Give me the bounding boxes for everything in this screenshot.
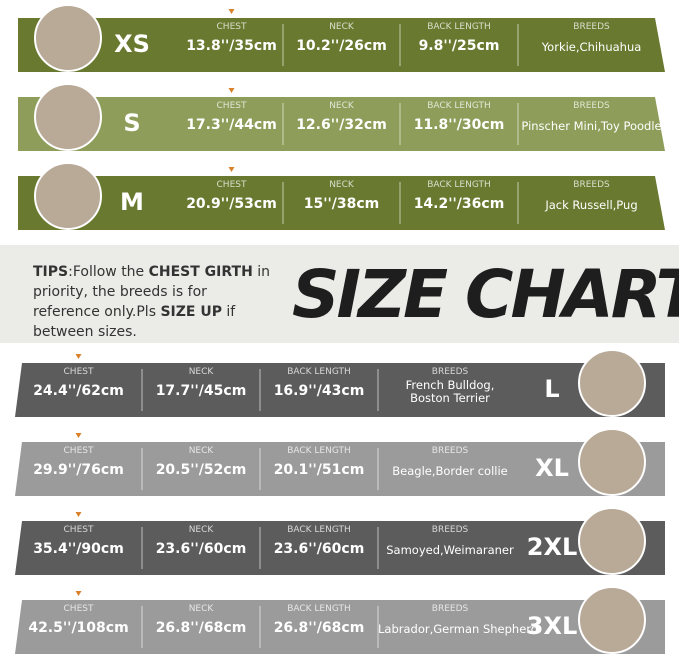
- breeds: Labrador,German Shepherd: [378, 621, 539, 636]
- back_length: 16.9''/43cm: [273, 383, 365, 399]
- size-label: S: [123, 109, 141, 137]
- marker: [75, 433, 82, 438]
- column-header: NECK: [188, 525, 214, 535]
- dog-photo: [578, 349, 646, 417]
- column-header: BREEDS: [573, 101, 610, 111]
- dog-photo: [578, 586, 646, 654]
- column-header: CHEST: [63, 604, 94, 614]
- row-band: [18, 97, 665, 151]
- size-label: L: [544, 375, 560, 403]
- back_length: 26.8''/68cm: [273, 620, 365, 636]
- dog-photo: [34, 162, 102, 230]
- tips-segment: CHEST GIRTH: [148, 264, 253, 280]
- column-header: BREEDS: [431, 446, 469, 456]
- dog-photo: [578, 428, 646, 496]
- tips-segment: if between sizes.: [33, 304, 236, 340]
- marker: [228, 9, 235, 14]
- back_length: 20.1''/51cm: [273, 462, 365, 478]
- marker: [75, 354, 82, 359]
- tips-segment: in priority, the breeds is for reference…: [33, 264, 271, 320]
- title: SIZE CHART: [292, 256, 679, 333]
- tips-segment: :Follow the: [68, 264, 149, 280]
- chest: 13.8''/35cm: [186, 38, 277, 54]
- size-label: XL: [535, 454, 569, 482]
- row-band: [18, 176, 665, 230]
- back_length: 23.6''/60cm: [273, 541, 365, 557]
- marker: [75, 512, 82, 517]
- neck: 26.8''/68cm: [155, 620, 247, 636]
- column-header: CHEST: [63, 367, 94, 377]
- neck: 20.5''/52cm: [155, 462, 247, 478]
- column-header: BREEDS: [573, 22, 610, 32]
- neck: 17.7''/45cm: [155, 383, 247, 399]
- back_length: 14.2''/36cm: [413, 196, 505, 212]
- neck: 15''/38cm: [303, 196, 380, 212]
- marker: [75, 591, 82, 596]
- tips-segment: SIZE UP: [160, 304, 222, 320]
- row-band: [18, 18, 665, 72]
- dog-photo: [34, 4, 102, 72]
- chest: 20.9''/53cm: [186, 196, 277, 212]
- column-header: NECK: [329, 101, 354, 111]
- size-label: 3XL: [526, 612, 578, 640]
- chest: 29.9''/76cm: [33, 462, 124, 478]
- column-header: BACK LENGTH: [287, 367, 351, 377]
- breeds: Yorkie,Chihuahua: [541, 39, 642, 54]
- breeds: Beagle,Border collie: [392, 463, 508, 478]
- breeds: Pinscher Mini,Toy Poodle: [521, 118, 662, 133]
- row-band: [15, 521, 665, 575]
- neck: 12.6''/32cm: [296, 117, 387, 133]
- column-header: NECK: [188, 446, 214, 456]
- column-header: BACK LENGTH: [427, 101, 491, 111]
- breeds: French Bulldog,: [405, 378, 495, 392]
- neck: 23.6''/60cm: [155, 541, 247, 557]
- column-header: BREEDS: [431, 525, 469, 535]
- column-header: BACK LENGTH: [427, 22, 491, 32]
- tips-panel: [0, 245, 679, 343]
- size-label: XS: [114, 30, 150, 58]
- column-header: CHEST: [63, 446, 94, 456]
- breeds: Jack Russell,Pug: [545, 197, 638, 212]
- row-band: [15, 600, 665, 654]
- column-header: BACK LENGTH: [287, 604, 351, 614]
- breeds: Boston Terrier: [410, 391, 490, 405]
- size-label: M: [120, 188, 144, 216]
- tips: TIPS:Follow the CHEST GIRTH in priority,…: [33, 262, 278, 342]
- row-band: [15, 442, 665, 496]
- column-header: BACK LENGTH: [427, 180, 491, 190]
- chest: 35.4''/90cm: [33, 541, 124, 557]
- neck: 10.2''/26cm: [296, 38, 387, 54]
- back_length: 9.8''/25cm: [418, 38, 500, 54]
- back_length: 11.8''/30cm: [413, 117, 505, 133]
- breeds: Samoyed,Weimaraner: [386, 542, 514, 557]
- column-header: BREEDS: [431, 367, 469, 377]
- marker: [228, 88, 235, 93]
- column-header: CHEST: [216, 180, 247, 190]
- column-header: CHEST: [216, 101, 247, 111]
- chest: 24.4''/62cm: [33, 383, 124, 399]
- dog-photo: [578, 507, 646, 575]
- chest: 17.3''/44cm: [186, 117, 277, 133]
- column-header: NECK: [329, 180, 354, 190]
- column-header: BREEDS: [431, 604, 469, 614]
- column-header: BACK LENGTH: [287, 446, 351, 456]
- dog-photo: [34, 83, 102, 151]
- column-header: BREEDS: [573, 180, 610, 190]
- column-header: CHEST: [216, 22, 247, 32]
- column-header: BACK LENGTH: [287, 525, 351, 535]
- column-header: NECK: [329, 22, 354, 32]
- size-label: 2XL: [526, 533, 578, 561]
- row-band: [15, 363, 665, 417]
- tips-segment: TIPS: [33, 264, 69, 280]
- column-header: NECK: [188, 367, 214, 377]
- chest: 42.5''/108cm: [28, 620, 129, 636]
- marker: [228, 167, 235, 172]
- column-header: CHEST: [63, 525, 94, 535]
- column-header: NECK: [188, 604, 214, 614]
